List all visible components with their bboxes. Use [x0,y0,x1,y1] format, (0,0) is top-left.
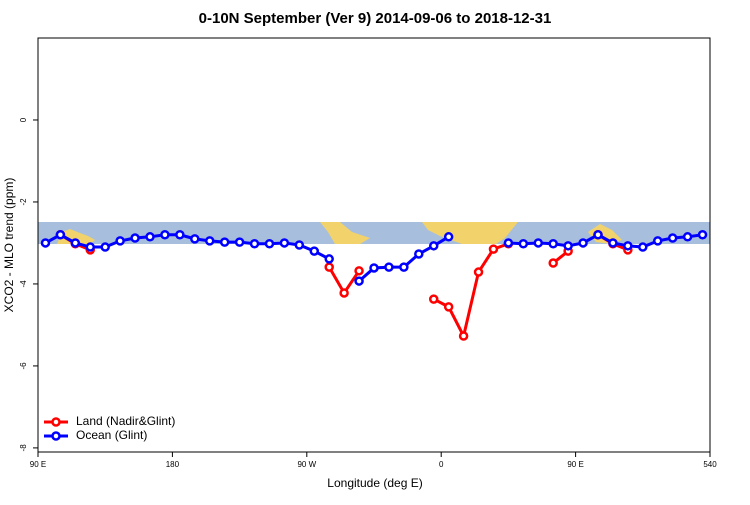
data-point [443,302,454,312]
plot-frame [37,37,711,453]
y-tick-label: -6 [19,362,28,370]
x-tick-label: 180 [166,460,180,469]
data-point [294,240,305,250]
data-point [130,233,140,243]
data-point [264,239,275,249]
data-point [354,266,364,276]
data-point [204,236,215,246]
data-point [145,232,155,242]
y-tick-label: -8 [19,444,28,452]
data-point [548,239,558,249]
data-point [160,230,170,240]
y-tick-label: -2 [19,198,28,206]
data-point [354,276,364,286]
data-point [369,263,379,273]
data-point [563,241,573,251]
data-point [593,230,603,240]
data-point [384,262,394,272]
data-point [548,258,558,268]
y-axis-label: XCO2 - MLO trend (ppm) [2,178,16,313]
data-point [428,294,439,304]
data-point [473,267,484,277]
data-point [518,239,529,249]
data-point [533,238,544,248]
data-point [190,234,200,244]
legend-label: Ocean (Glint) [76,428,147,442]
data-point [279,238,290,248]
x-axis-label: Longitude (deg E) [327,476,422,490]
data-point [428,241,439,251]
x-tick-label: 540 [703,460,717,469]
data-point [667,233,678,243]
data-point [608,238,618,248]
data-point [638,242,648,252]
data-point [697,230,708,240]
data-point [324,254,334,264]
y-tick-label: -4 [19,280,28,288]
legend-label: Land (Nadir&Glint) [76,414,175,428]
y-tick-label: 0 [19,117,28,122]
data-point [175,230,185,240]
legend-marker [51,417,61,427]
data-point [458,331,469,341]
data-point [234,237,245,247]
data-point [488,244,499,254]
chart-title: 0-10N September (Ver 9) 2014-09-06 to 20… [199,10,552,27]
data-point [414,249,424,259]
x-tick-label: 90 E [567,460,583,469]
data-point [55,230,66,240]
data-point [399,262,409,272]
legend-marker [51,431,61,441]
data-point [652,236,663,246]
data-point [623,241,633,251]
data-point [324,262,334,272]
x-tick-label: 90 E [30,460,46,469]
data-point [578,238,588,248]
x-tick-label: 0 [439,460,444,469]
data-point [339,288,349,298]
series-line [433,242,509,341]
x-tick-label: 90 W [297,460,316,469]
data-point [682,232,693,242]
data-point [100,242,110,252]
data-point [249,239,260,249]
data-point [85,242,96,252]
data-point [40,238,51,248]
data-point [309,246,320,256]
data-point [70,238,81,248]
data-point [219,237,230,247]
data-point [503,238,514,248]
data-point [115,236,125,246]
data-point [443,232,454,242]
